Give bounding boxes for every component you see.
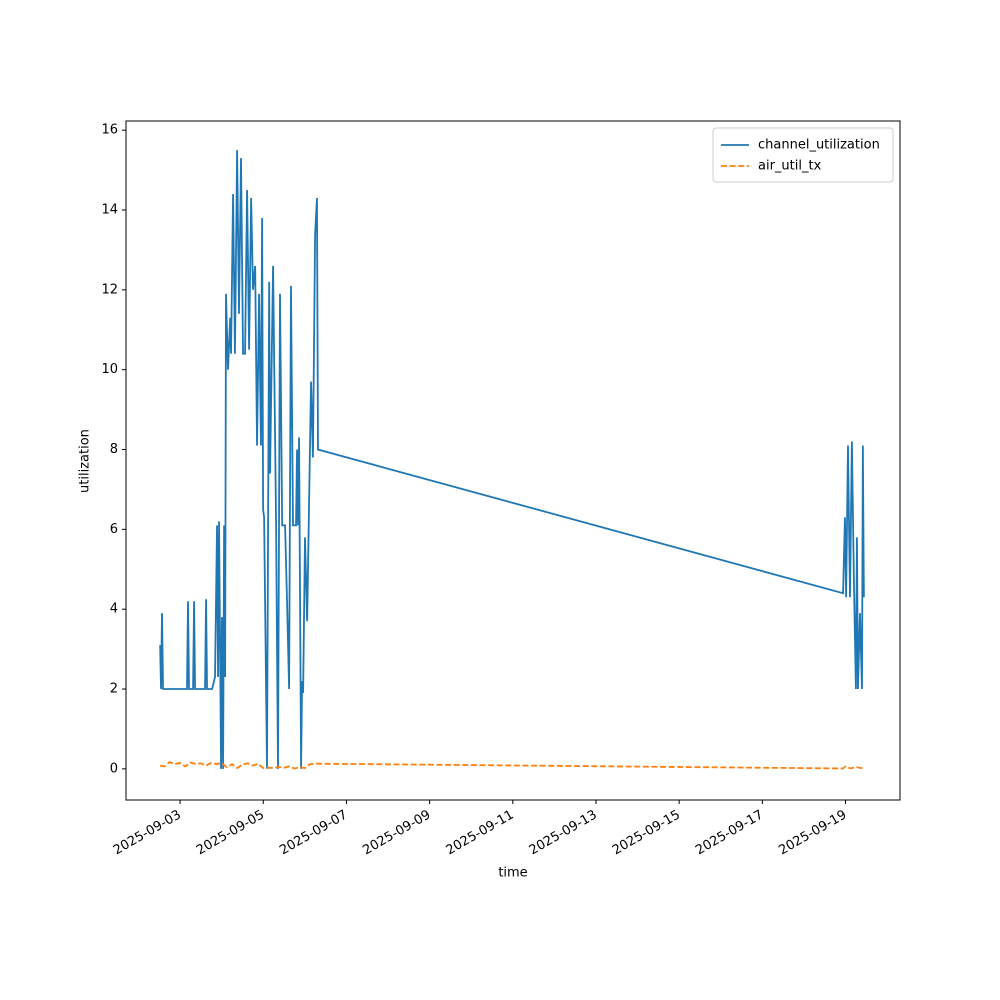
y-tick-label: 8	[110, 442, 118, 457]
y-tick-label: 2	[110, 682, 118, 697]
series-line	[159, 150, 865, 769]
x-tick-label: 2025-09-03	[111, 808, 184, 859]
y-tick-label: 12	[101, 282, 118, 297]
y-axis-label: utilization	[78, 429, 93, 493]
x-tick-label: 2025-09-15	[610, 808, 683, 859]
y-tick-label: 10	[101, 362, 118, 377]
x-tick-label: 2025-09-13	[527, 808, 600, 859]
y-tick-label: 0	[110, 761, 118, 776]
y-tick-label: 6	[110, 522, 118, 537]
x-tick-label: 2025-09-09	[360, 808, 433, 859]
y-tick-label: 14	[101, 203, 118, 218]
x-tick-label: 2025-09-19	[776, 808, 849, 859]
x-tick-label: 2025-09-07	[277, 808, 350, 859]
legend-label: channel_utilization	[758, 138, 880, 153]
x-axis-label: time	[498, 866, 527, 881]
x-tick-label: 2025-09-11	[444, 808, 517, 859]
y-tick-label: 16	[101, 123, 118, 138]
series-line	[159, 761, 865, 770]
legend-box	[712, 127, 894, 183]
x-tick-label: 2025-09-05	[194, 808, 267, 859]
x-tick-label: 2025-09-17	[693, 808, 766, 859]
legend-label: air_util_tx	[758, 159, 822, 174]
y-tick-label: 4	[110, 602, 118, 617]
